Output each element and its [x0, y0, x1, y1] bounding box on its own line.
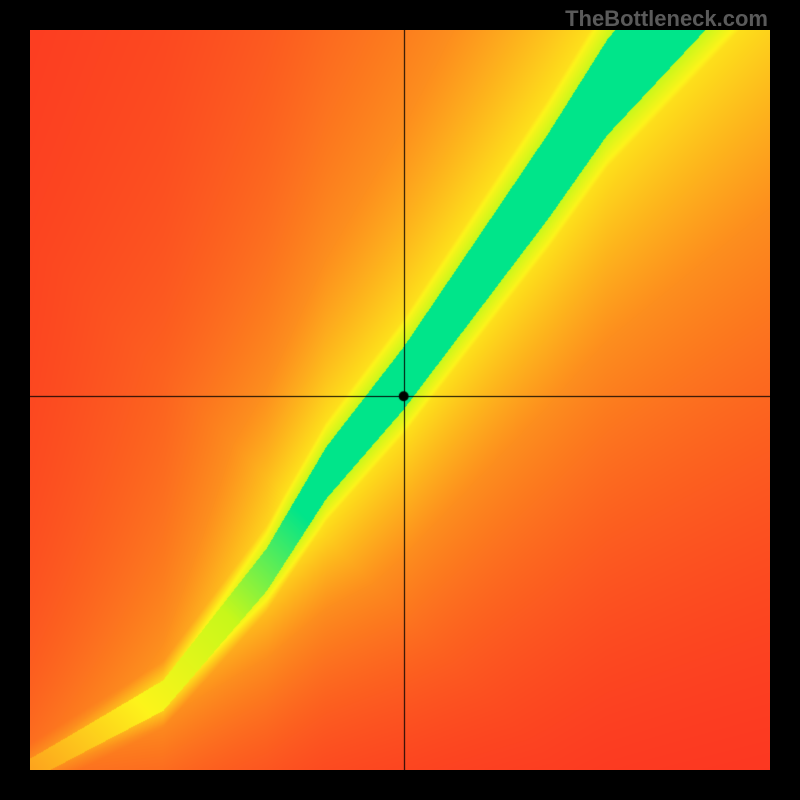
watermark-label: TheBottleneck.com — [565, 6, 768, 32]
chart-container: TheBottleneck.com — [0, 0, 800, 800]
bottleneck-heatmap — [30, 30, 770, 770]
